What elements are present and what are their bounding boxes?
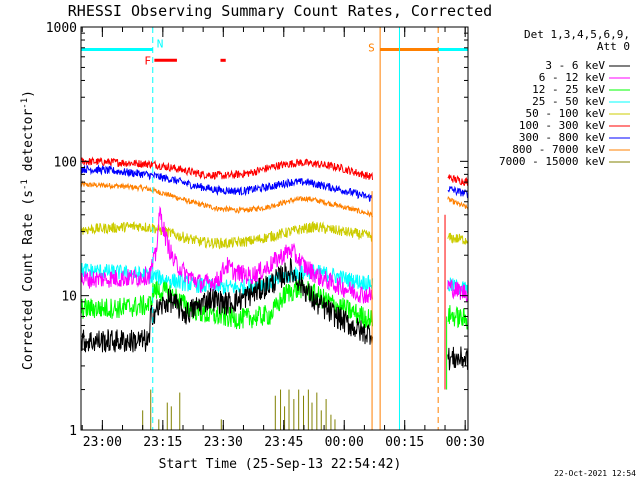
y-tick-label-10: 10 bbox=[61, 290, 77, 305]
y-tick-label-1: 1 bbox=[69, 424, 77, 439]
plot-frame bbox=[80, 26, 469, 431]
y-axis-label: Corrected Count Rate (s-1 detector-1) bbox=[20, 90, 36, 370]
y-axis-label-close: ) bbox=[21, 90, 36, 98]
x-tick-label-23-00: 23:00 bbox=[83, 435, 122, 450]
x-tick-label-00-15: 00:15 bbox=[385, 435, 424, 450]
series-line-6-12-kev bbox=[81, 205, 373, 304]
flare-label: F bbox=[144, 54, 151, 67]
series-line-800-7000-kev bbox=[81, 180, 373, 218]
svg-text:Corrected Count Rate (s-1 dete: Corrected Count Rate (s-1 detector-1) bbox=[20, 90, 36, 370]
legend-label-7000-15000-kev: 7000 - 15000 keV bbox=[499, 155, 605, 168]
x-tick-label-23-15: 23:15 bbox=[143, 435, 182, 450]
series-line-50-100-kev bbox=[81, 221, 373, 250]
x-axis-label: Start Time (25-Sep-13 22:54:42) bbox=[159, 457, 402, 472]
series-line-post-800-7000-kev bbox=[447, 196, 468, 211]
x-tick-label-23-45: 23:45 bbox=[264, 435, 303, 450]
y-axis-label-mid: detector bbox=[21, 109, 36, 180]
x-tick-label-23-30: 23:30 bbox=[204, 435, 243, 450]
series-line-post-6-12-kev bbox=[447, 278, 468, 302]
legend-header-line-1: Det 1,3,4,5,6,9, bbox=[524, 28, 630, 41]
series-line-300-800-kev bbox=[81, 164, 373, 202]
legend-label-50-100-kev: 50 - 100 keV bbox=[526, 107, 606, 120]
legend-label-100-300-kev: 100 - 300 keV bbox=[519, 119, 605, 132]
series-layer bbox=[81, 156, 468, 430]
y-axis-label-sup-2: -1 bbox=[20, 98, 30, 109]
x-tick-label-00-30: 00:30 bbox=[446, 435, 485, 450]
saa-label: S bbox=[368, 41, 375, 54]
y-axis-label-main: Corrected Count Rate (s bbox=[21, 190, 36, 370]
legend-label-6-12-kev: 6 - 12 keV bbox=[539, 71, 606, 84]
series-line-post-100-300-kev bbox=[447, 173, 468, 186]
y-axis-label-sup-1: -1 bbox=[20, 179, 30, 190]
series-line-post-12-25-kev bbox=[447, 305, 468, 330]
y-axis: 1 10 100 1000 bbox=[46, 21, 468, 439]
y-tick-label-1000: 1000 bbox=[46, 21, 77, 36]
chart-title: RHESSI Observing Summary Count Rates, Co… bbox=[68, 2, 492, 20]
legend-header-line-2: Att 0 bbox=[597, 40, 630, 53]
legend-label-12-25-kev: 12 - 25 keV bbox=[532, 83, 605, 96]
legend-label-800-7000-kev: 800 - 7000 keV bbox=[512, 143, 605, 156]
legend-label-25-50-kev: 25 - 50 keV bbox=[532, 95, 605, 108]
night-label: N bbox=[157, 37, 164, 50]
series-line-100-300-kev bbox=[81, 156, 373, 180]
legend-label-3-6-kev: 3 - 6 keV bbox=[545, 59, 605, 72]
footer-timestamp: 22-Oct-2021 12:54 bbox=[554, 469, 636, 478]
x-tick-label-00-00: 00:00 bbox=[325, 435, 364, 450]
series-line-3-6-kev bbox=[81, 257, 373, 353]
series-line-post-3-6-kev bbox=[447, 346, 468, 371]
y-tick-label-100: 100 bbox=[54, 155, 77, 170]
legend-label-300-800-kev: 300 - 800 keV bbox=[519, 131, 605, 144]
x-axis: 23:00 23:15 23:30 23:45 00:00 00:15 00:30 bbox=[81, 27, 485, 450]
series-line-post-50-100-kev bbox=[447, 232, 468, 246]
series-line-post-300-800-kev bbox=[447, 185, 468, 199]
